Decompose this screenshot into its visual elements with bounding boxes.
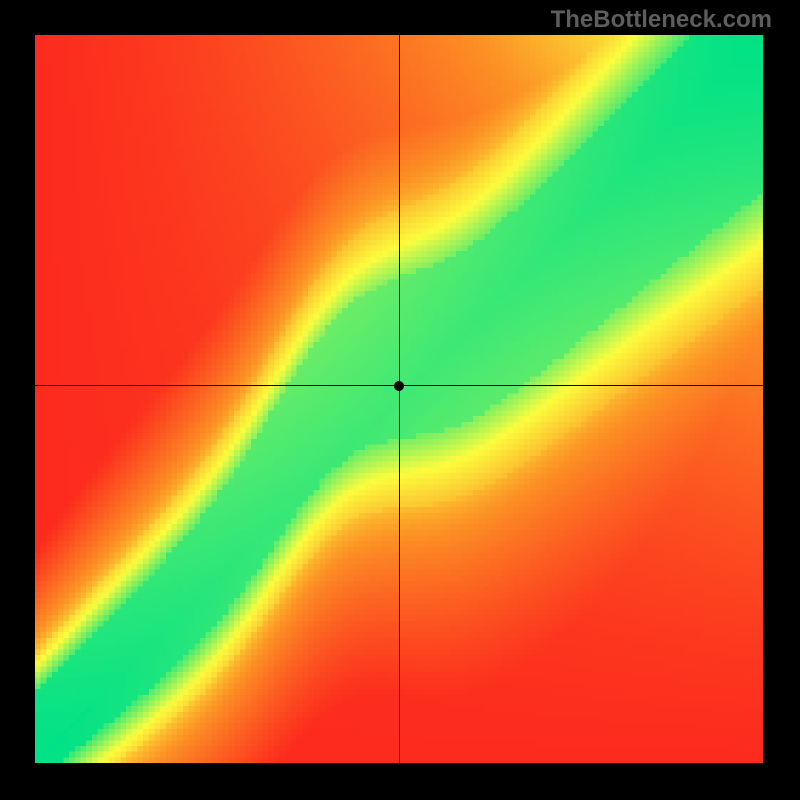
crosshair-vertical [399,35,400,763]
watermark-text: TheBottleneck.com [551,6,772,34]
chart-container: TheBottleneck.com [0,0,800,800]
crosshair-marker-dot [394,381,404,391]
